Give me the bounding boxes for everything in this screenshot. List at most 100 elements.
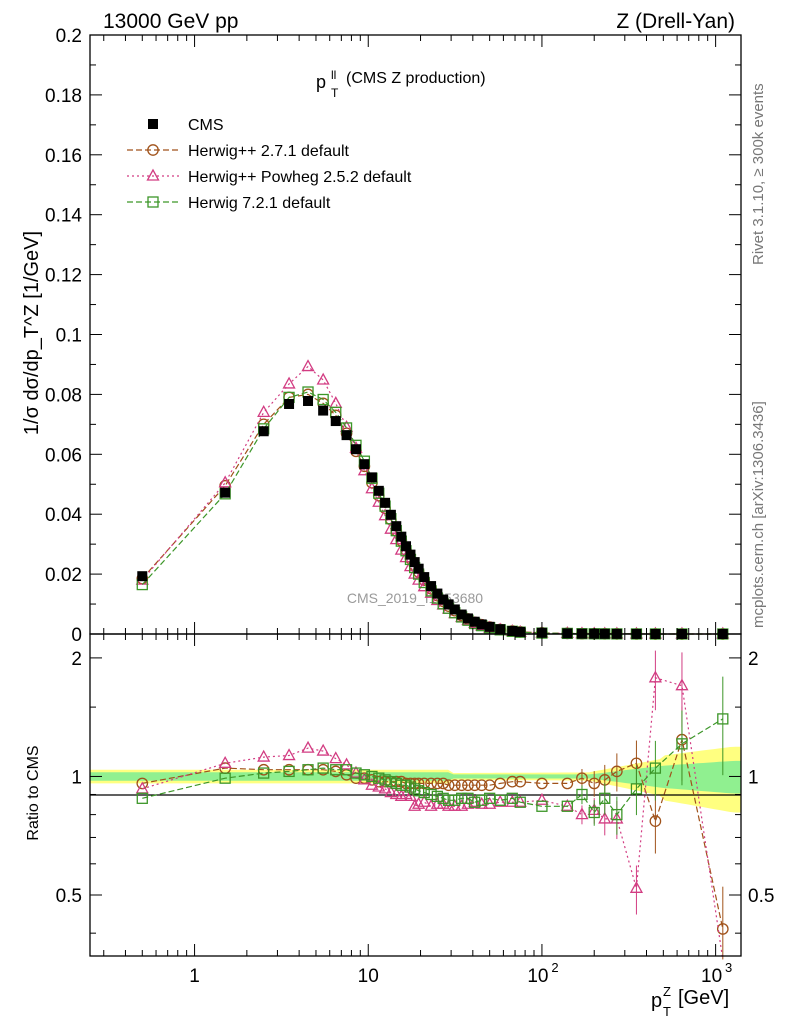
ratio-ytick-label-left: 1 <box>71 767 82 788</box>
main-ytick-label: 0.06 <box>45 445 82 466</box>
cms-data-point <box>284 398 295 409</box>
title-superscript: ll <box>331 68 336 82</box>
cms-data-point <box>350 444 361 455</box>
ratio-point-circle <box>437 777 450 790</box>
main-ytick-label: 0.1 <box>56 326 82 347</box>
cms-data-point <box>515 626 526 637</box>
main-ytick-label: 0.18 <box>45 86 82 107</box>
ratio-ytick-label-right: 1 <box>748 767 759 788</box>
cms-data-point <box>366 472 377 483</box>
cms-data-point <box>469 616 480 627</box>
main-ytick-label: 0.04 <box>45 505 82 526</box>
ratio-point-square <box>599 792 611 804</box>
ratio-point-square <box>379 774 391 786</box>
main-axis-ticks: 0 0.02 0.04 0.06 0.08 0.1 0.12 0.14 0.16 0.18 0.2 <box>45 26 741 646</box>
ratio-point-triangle <box>301 740 315 753</box>
ratio-point-square <box>456 792 468 804</box>
cms-data-point <box>438 594 449 605</box>
ratio-point-triangle <box>412 796 426 809</box>
ratio-point-circle <box>561 777 574 790</box>
ratio-point-square <box>442 794 455 806</box>
ratio-plot-panel: 0.5 0.5 1 1 2 2 Ratio to CMS <box>25 633 774 960</box>
main-point-square <box>302 386 314 398</box>
cms-data-point <box>507 626 518 637</box>
main-ytick-label: 0.02 <box>45 565 82 586</box>
ratio-point-triangle <box>218 755 232 768</box>
ratio-point-circle <box>475 779 488 792</box>
cms-data-point <box>413 563 424 574</box>
ratio-point-triangle <box>384 785 398 798</box>
main-point-triangle <box>257 405 271 418</box>
title-p: p <box>316 72 326 92</box>
ratio-point-square <box>366 770 378 783</box>
main-ytick-label: 0.16 <box>45 146 82 167</box>
x-axis-label: p T Z [GeV] <box>651 984 729 1019</box>
cms-data-point <box>405 549 416 560</box>
ratio-point-circle <box>514 775 527 788</box>
legend-marker <box>147 144 159 156</box>
ratio-axis-ticks: 0.5 0.5 1 1 2 2 <box>56 634 774 956</box>
ratio-point-square <box>136 792 148 804</box>
xtick-label: 10 <box>701 966 722 987</box>
x-label-p: p <box>651 990 662 1012</box>
main-ytick-label: 0.14 <box>45 206 82 227</box>
ratio-point-square <box>611 808 623 821</box>
ratio-point-square <box>373 772 385 784</box>
ratio-point-square <box>649 762 662 774</box>
ratio-point-triangle <box>135 781 149 794</box>
main-y-axis-label: 1/σ dσ/dp_T^Z [1/GeV] <box>21 231 43 435</box>
ratio-point-triangle <box>408 798 422 811</box>
cms-data-point <box>432 588 443 599</box>
main-ytick-label: 0 <box>71 625 82 646</box>
ratio-point-square <box>258 767 270 779</box>
cms-data-point <box>476 619 487 630</box>
ratio-point-circle <box>576 772 588 785</box>
ratio-point-square <box>630 783 643 795</box>
main-ytick-label: 0.08 <box>45 385 82 406</box>
ratio-point-circle <box>716 923 729 935</box>
ratio-point-square <box>302 764 314 776</box>
ratio-y-axis-label: Ratio to CMS <box>25 745 42 840</box>
ratio-point-square <box>514 796 526 808</box>
ratio-point-circle <box>536 777 548 790</box>
ratio-point-square <box>469 796 481 808</box>
ratio-point-square <box>350 767 362 779</box>
cms-data-point <box>359 459 370 470</box>
ratio-point-square <box>425 788 437 801</box>
legend-label: Herwig++ 2.7.1 default <box>188 143 350 160</box>
ratio-point-circle <box>455 779 468 792</box>
xtick-label: 10 <box>527 966 548 987</box>
cms-data-point <box>484 621 495 632</box>
ratio-ytick-label-right: 0.5 <box>748 886 774 907</box>
ratio-point-triangle <box>560 798 574 811</box>
ratio-point-square <box>449 794 461 806</box>
cms-data-point <box>220 487 231 498</box>
analysis-watermark: CMS_2019_I1753680 <box>347 590 483 606</box>
ratio-point-circle <box>431 777 444 790</box>
main-plot-title: p ll T (CMS Z production) <box>316 68 486 100</box>
legend: CMS Herwig++ 2.7.1 default Herwig++ Powheg… <box>127 117 412 212</box>
cms-data-point <box>318 405 329 416</box>
x-label-superscript: Z <box>663 984 671 999</box>
cms-data-point <box>426 581 437 592</box>
main-point-square <box>317 393 329 406</box>
legend-marker <box>148 119 158 129</box>
cms-data-point <box>396 531 407 542</box>
title-rest: (CMS Z production) <box>346 70 486 87</box>
ratio-point-triangle <box>316 743 330 756</box>
cms-data-point <box>391 521 402 532</box>
cms-data-point <box>137 571 148 582</box>
x-label-unit: [GeV] <box>678 987 729 1009</box>
cms-data-point <box>330 416 341 427</box>
cms-data-point <box>495 624 506 635</box>
cms-data-point <box>409 557 420 568</box>
main-point-triangle <box>301 359 315 372</box>
legend-label: CMS <box>188 117 224 134</box>
ratio-point-square <box>418 786 430 799</box>
ratio-point-square <box>717 713 729 725</box>
cms-data-point <box>380 497 391 508</box>
main-ytick-label: 0.2 <box>56 26 82 47</box>
ratio-point-circle <box>462 779 474 792</box>
xtick-label-exponent: 3 <box>725 960 732 975</box>
main-point-triangle <box>357 463 371 476</box>
